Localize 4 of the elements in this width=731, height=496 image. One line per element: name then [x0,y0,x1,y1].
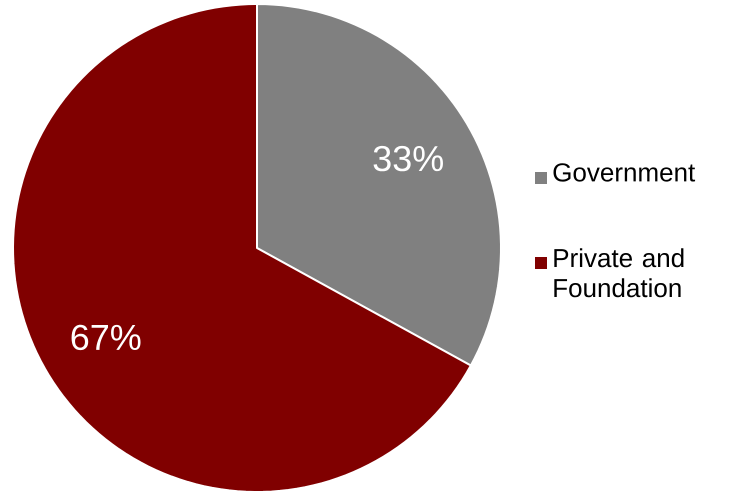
data-label: 33% [374,146,443,172]
legend-label: Private and Foundation [554,248,684,298]
data-label: 67% [72,324,141,350]
legend-label: Government [554,163,696,182]
